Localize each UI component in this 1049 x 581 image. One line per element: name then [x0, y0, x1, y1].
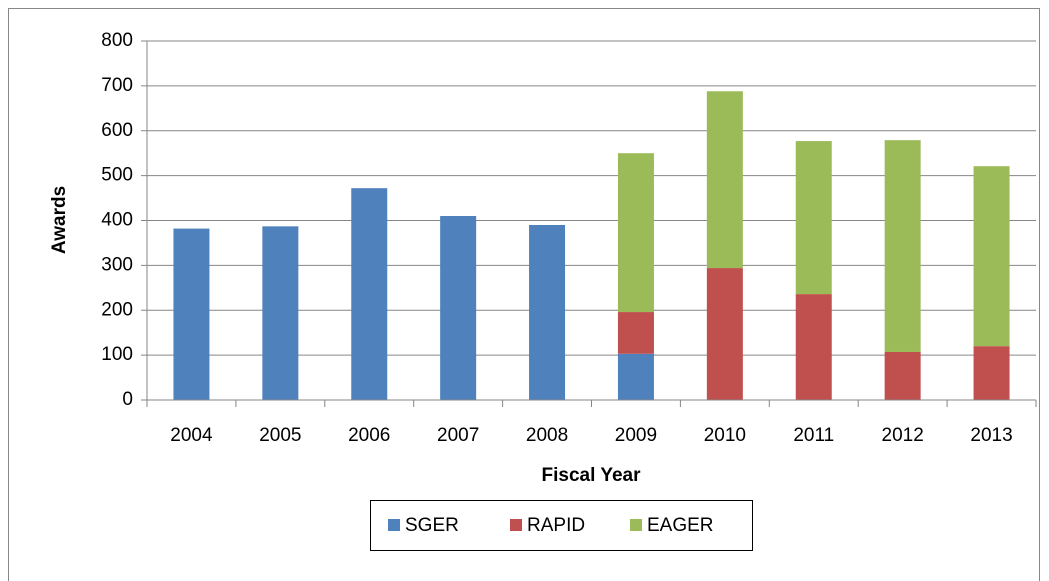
- y-tick-label: 0: [122, 389, 133, 410]
- bar-segment: [973, 346, 1010, 400]
- y-tick-label: 100: [101, 344, 133, 365]
- x-tick-label: 2005: [259, 425, 301, 446]
- x-tick-label: 2012: [882, 425, 924, 446]
- bar-segment: [262, 226, 299, 400]
- legend-box: [370, 500, 753, 551]
- bar-segment: [617, 353, 654, 400]
- bar-segment: [795, 141, 832, 295]
- y-tick-label: 300: [101, 254, 133, 275]
- x-tick-label: 2006: [348, 425, 390, 446]
- bar-segment: [973, 166, 1010, 347]
- bar-segment: [351, 188, 388, 400]
- y-tick-label: 800: [101, 30, 133, 51]
- x-axis-title: Fiscal Year: [542, 465, 642, 486]
- x-tick-label: 2010: [704, 425, 746, 446]
- bar-segment: [617, 153, 654, 313]
- bar-segment: [884, 140, 921, 352]
- bar-segment: [706, 91, 743, 269]
- bar-segment: [706, 268, 743, 400]
- legend-swatch: [510, 519, 522, 531]
- y-tick-label: 200: [101, 299, 133, 320]
- y-axis-title: Awards: [49, 186, 70, 254]
- legend-label: SGER: [405, 515, 459, 536]
- y-tick-label: 500: [101, 165, 133, 186]
- legend-swatch: [630, 519, 642, 531]
- x-tick-label: 2008: [526, 425, 568, 446]
- legend-label: EAGER: [647, 515, 714, 536]
- x-tick-label: 2007: [437, 425, 479, 446]
- bar-segment: [529, 224, 566, 400]
- legend-swatch: [388, 519, 400, 531]
- y-tick-label: 700: [101, 75, 133, 96]
- x-tick-label: 2013: [970, 425, 1012, 446]
- bar-segment: [173, 228, 210, 400]
- legend-label: RAPID: [527, 515, 585, 536]
- x-tick-label: 2004: [170, 425, 213, 446]
- y-tick-label: 400: [101, 210, 133, 231]
- x-tick-label: 2011: [793, 425, 834, 446]
- bar-segment: [884, 351, 921, 400]
- y-tick-label: 600: [101, 120, 133, 141]
- x-tick-label: 2009: [615, 425, 657, 446]
- bar-segment: [440, 216, 477, 400]
- bar-segment: [617, 312, 654, 354]
- bar-segment: [795, 294, 832, 400]
